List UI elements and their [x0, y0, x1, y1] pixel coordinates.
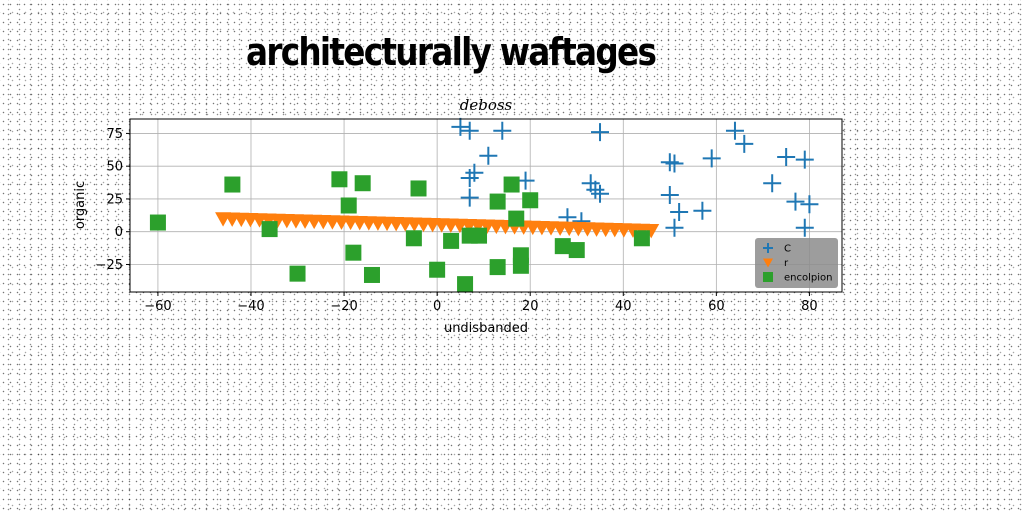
data-point-plus	[795, 150, 814, 169]
data-point-plus	[665, 154, 684, 173]
plot-area	[130, 119, 842, 292]
y-tick-label: 75	[106, 127, 123, 142]
data-point-plus	[702, 149, 721, 168]
data-point-square	[149, 214, 166, 231]
axis-ticks: −60 −40 −20 0 20 40 60 80 −25 0 25 50 75	[96, 127, 818, 314]
chart-legend: Cr encolpion	[755, 238, 838, 288]
data-point-plus	[786, 192, 805, 211]
y-axis-label: organic	[73, 181, 88, 229]
x-tick-label: 0	[433, 299, 441, 314]
data-point-plus	[660, 153, 679, 172]
x-tick-label: −40	[237, 299, 264, 314]
data-point-plus	[763, 174, 782, 193]
data-point-square	[568, 242, 585, 259]
data-point-square	[471, 227, 488, 244]
data-point-square	[763, 272, 773, 282]
legend-label: C	[784, 244, 791, 255]
data-point-square	[405, 230, 422, 247]
y-tick-label: −25	[96, 258, 123, 273]
data-point-plus	[460, 168, 479, 187]
legend-label: encolpion	[784, 273, 832, 284]
data-point-plus	[777, 148, 796, 167]
data-point-square	[503, 176, 520, 193]
x-tick-label: −60	[144, 299, 171, 314]
figure-suptitle: architecturally waftages	[246, 30, 657, 74]
y-tick-label: 50	[106, 160, 123, 175]
data-point-plus	[725, 121, 744, 140]
data-point-square	[489, 193, 506, 210]
data-point-square	[410, 180, 427, 197]
x-tick-label: 60	[708, 299, 725, 314]
data-point-square	[508, 210, 525, 227]
data-point-square	[345, 244, 362, 261]
x-axis-label: undisbanded	[444, 321, 528, 336]
data-point-square	[443, 232, 460, 249]
y-tick-label: 25	[106, 192, 123, 207]
data-point-plus	[800, 195, 819, 214]
data-point-triangle	[643, 224, 660, 239]
data-point-square	[261, 221, 278, 238]
data-point-square	[457, 276, 474, 293]
data-point-square	[512, 257, 529, 274]
data-point-square	[340, 197, 357, 214]
data-point-plus	[735, 134, 754, 153]
data-point-square	[354, 175, 371, 192]
y-tick-label: 0	[115, 225, 123, 240]
data-point-square	[633, 230, 650, 247]
data-point-plus	[795, 218, 814, 237]
legend-box	[755, 238, 838, 288]
data-point-square	[489, 259, 506, 276]
legend-label: r	[784, 258, 789, 269]
data-point-square	[289, 265, 306, 282]
plot-frame	[129, 118, 843, 293]
data-point-plus	[665, 218, 684, 237]
data-point-plus	[586, 180, 605, 199]
x-tick-label: 40	[615, 299, 632, 314]
data-point-square	[429, 261, 446, 278]
x-tick-label: 20	[522, 299, 539, 314]
x-tick-label: −20	[330, 299, 357, 314]
data-point-square	[522, 192, 539, 209]
data-point-plus	[763, 243, 773, 253]
data-point-plus	[479, 146, 498, 165]
data-point-square	[363, 266, 380, 283]
data-point-square	[554, 238, 571, 255]
data-point-plus	[670, 203, 689, 222]
data-point-plus	[591, 123, 610, 142]
data-marks	[149, 117, 819, 293]
data-point-plus	[460, 188, 479, 207]
x-tick-label: 80	[801, 299, 818, 314]
data-point-triangle	[763, 258, 773, 268]
data-point-plus	[660, 186, 679, 205]
data-point-plus	[493, 121, 512, 140]
data-point-square	[331, 171, 348, 188]
data-point-plus	[693, 201, 712, 220]
data-point-plus	[591, 184, 610, 203]
data-point-square	[224, 176, 241, 193]
data-point-plus	[460, 121, 479, 140]
chart-title: deboss	[460, 96, 513, 114]
data-point-plus	[451, 117, 470, 136]
